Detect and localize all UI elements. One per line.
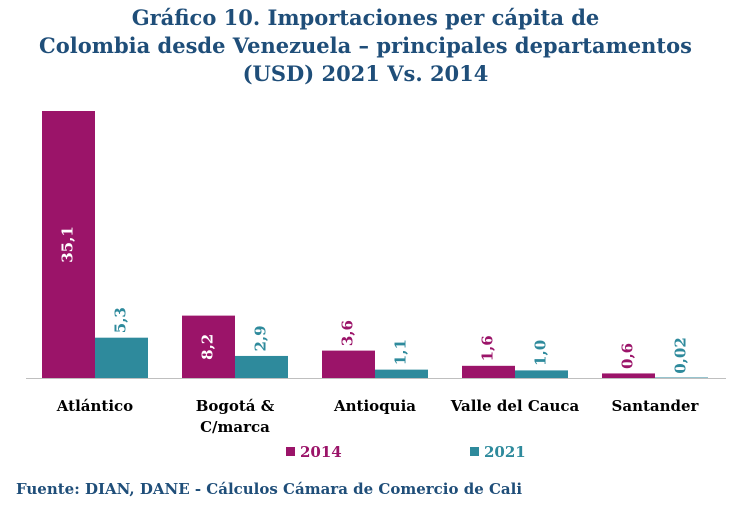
data-label-2021-1: 2,9 xyxy=(252,325,270,351)
bar-2021-1 xyxy=(235,355,288,378)
category-label-4-0: Santander xyxy=(612,397,700,415)
legend-label-2021: 2021 xyxy=(484,443,526,461)
bar-2021-0 xyxy=(95,337,148,378)
bar-2021-2 xyxy=(375,369,428,378)
data-label-2021-4: 0,02 xyxy=(672,337,690,374)
bar-2014-1 xyxy=(182,315,235,378)
chart-title-line-3: (USD) 2021 Vs. 2014 xyxy=(242,61,489,86)
data-label-2014-1: 8,2 xyxy=(199,334,217,360)
data-label-2014-2: 3,6 xyxy=(339,320,357,346)
bar-2014-4 xyxy=(602,373,655,378)
legend-label-2014: 2014 xyxy=(300,443,342,461)
data-label-2021-2: 1,1 xyxy=(392,339,410,365)
data-label-2021-0: 5,3 xyxy=(112,307,130,333)
bar-2014-3 xyxy=(462,365,515,378)
chart-title-line-2: Colombia desde Venezuela – principales d… xyxy=(39,33,692,58)
legend-swatch-2014 xyxy=(286,447,295,456)
bar-chart: 35,1 5,3 Atlántico 8,2 2,9 Bogotá & C/marca 3,6… xyxy=(26,111,726,461)
legend-swatch-2021 xyxy=(470,447,479,456)
data-label-2014-0: 35,1 xyxy=(59,226,77,263)
category-label-1-0: Bogotá & xyxy=(196,397,275,415)
bar-2021-3 xyxy=(515,370,568,378)
source-note: Fuente: DIAN, DANE - Cálculos Cámara de … xyxy=(16,480,523,498)
category-label-2-0: Antioquia xyxy=(333,397,416,415)
bar-2021-4 xyxy=(655,377,708,378)
bar-2014-0 xyxy=(42,111,95,378)
category-label-3-0: Valle del Cauca xyxy=(450,397,580,415)
data-label-2021-3: 1,0 xyxy=(532,340,550,366)
category-label-1-1: C/marca xyxy=(200,418,270,436)
data-label-2014-4: 0,6 xyxy=(619,343,637,369)
bar-2014-2 xyxy=(322,350,375,378)
chart-title: Gráfico 10. Importaciones per cápita de … xyxy=(0,4,731,88)
category-label-0-0: Atlántico xyxy=(56,397,133,415)
chart-title-line-1: Gráfico 10. Importaciones per cápita de xyxy=(131,5,600,30)
data-label-2014-3: 1,6 xyxy=(479,335,497,361)
